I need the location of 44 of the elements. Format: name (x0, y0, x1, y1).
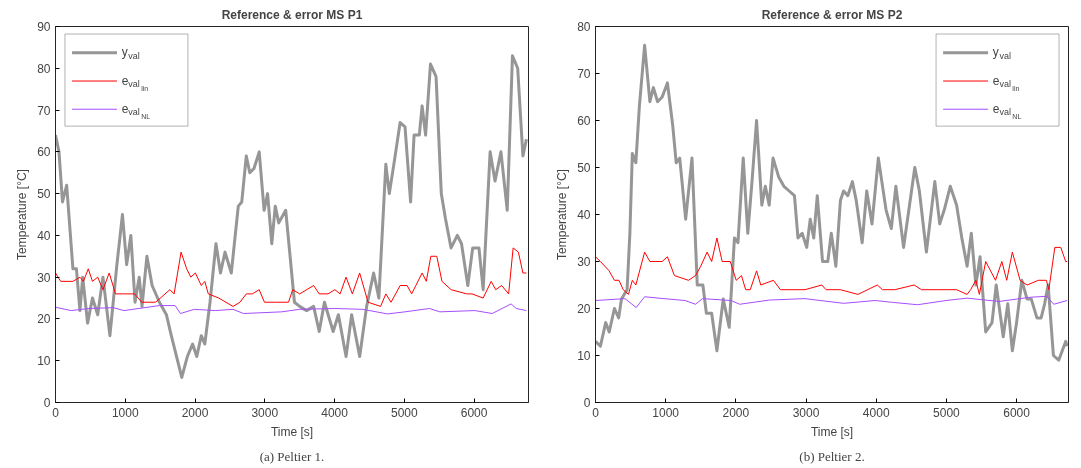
x-axis-title: Time [s] (270, 424, 314, 439)
y-tick-label: 0 (43, 396, 51, 410)
x-tick-label: 5000 (390, 405, 418, 420)
x-tick-label: 4000 (862, 405, 890, 420)
y-tick-label: 10 (577, 349, 591, 363)
chart-title: Reference & error MS P2 (761, 7, 903, 22)
y-tick-label: 10 (37, 354, 51, 369)
y-tick-label: 90 (37, 20, 51, 34)
chart-title: Reference & error MS P1 (221, 7, 363, 22)
x-tick-label: 3000 (251, 405, 279, 420)
y-tick-label: 70 (37, 103, 51, 118)
x-axis-title: Time [s] (810, 424, 854, 439)
y-tick-label: 0 (583, 396, 591, 410)
y-axis-title: Temperature [°C] (555, 169, 570, 260)
y-tick-label: 60 (37, 145, 51, 160)
y-tick-label: 30 (577, 255, 591, 269)
y-tick-label: 40 (37, 228, 51, 243)
x-tick-label: 2000 (181, 405, 209, 420)
x-tick-label: 1000 (111, 405, 139, 420)
y-axis-title: Temperature [°C] (15, 169, 30, 260)
line-series (55, 247, 527, 307)
line-series (55, 303, 527, 315)
x-tick-label: 1000 (652, 405, 680, 420)
text: (b) Peltier 2. (799, 448, 865, 464)
x-tick-label: 6000 (1003, 405, 1031, 420)
line-series (595, 295, 1068, 309)
line-series (595, 43, 1069, 362)
y-tick-label: 20 (577, 302, 591, 316)
x-tick-label: 6000 (460, 405, 488, 420)
x-tick-label: 4000 (321, 405, 349, 420)
y-tick-label: 30 (37, 270, 51, 285)
y-tick-label: 70 (577, 67, 591, 81)
y-tick-label: 50 (37, 187, 51, 202)
x-tick-label: 3000 (792, 405, 820, 420)
x-tick-label: 2000 (722, 405, 750, 420)
y-tick-label: 80 (577, 20, 591, 34)
y-tick-label: 40 (577, 208, 591, 222)
y-tick-label: 50 (577, 161, 591, 175)
text: (a) Peltier 1. (259, 448, 325, 464)
x-tick-label: 5000 (933, 405, 961, 420)
line-series (595, 237, 1068, 295)
y-tick-label: 60 (577, 114, 591, 128)
y-tick-label: 20 (37, 312, 51, 327)
y-tick-label: 80 (37, 61, 51, 76)
